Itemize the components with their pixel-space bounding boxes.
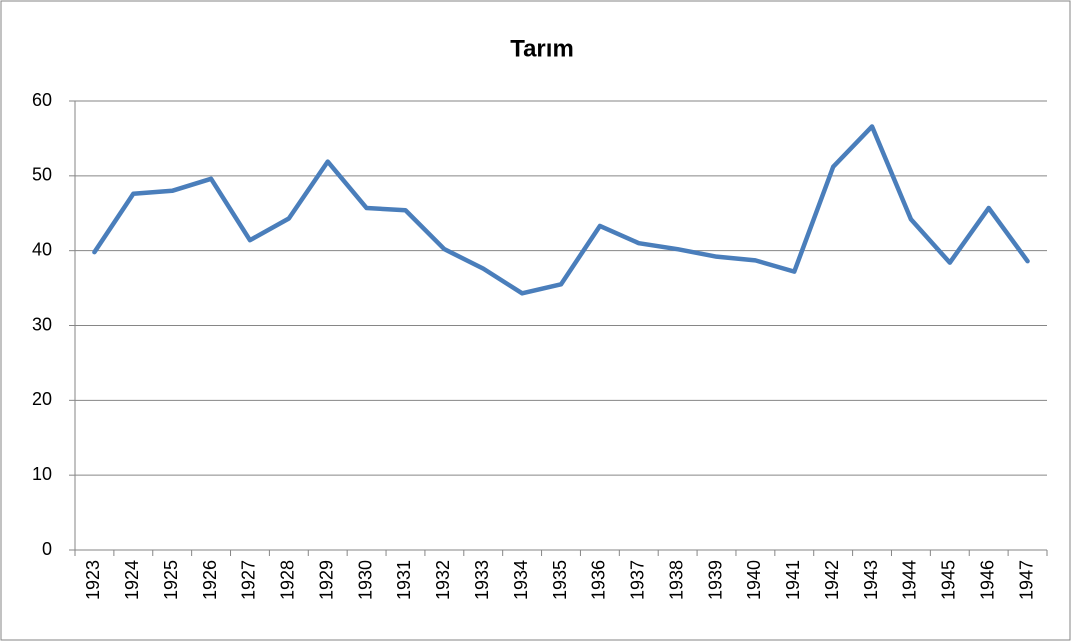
- x-tick-label: 1942: [822, 560, 842, 600]
- x-tick-label: 1933: [472, 560, 492, 600]
- y-tick-label: 30: [32, 314, 52, 334]
- x-tick-label: 1944: [900, 560, 920, 600]
- y-tick-label: 50: [32, 165, 52, 185]
- x-tick-label: 1925: [161, 560, 181, 600]
- x-tick-label: 1947: [1016, 560, 1036, 600]
- x-tick-label: 1936: [589, 560, 609, 600]
- x-tick-label: 1927: [239, 560, 259, 600]
- x-tick-label: 1937: [628, 560, 648, 600]
- x-tick-label: 1929: [316, 560, 336, 600]
- x-tick-label: 1926: [200, 560, 220, 600]
- x-tick-label: 1923: [83, 560, 103, 600]
- y-tick-label: 60: [32, 90, 52, 110]
- x-tick-label: 1931: [394, 560, 414, 600]
- x-tick-label: 1939: [705, 560, 725, 600]
- x-tick-label: 1928: [278, 560, 298, 600]
- x-tick-label: 1945: [939, 560, 959, 600]
- y-tick-label: 20: [32, 389, 52, 409]
- y-tick-label: 10: [32, 464, 52, 484]
- x-tick-label: 1940: [744, 560, 764, 600]
- x-tick-label: 1924: [122, 560, 142, 600]
- x-tick-label: 1935: [550, 560, 570, 600]
- x-tick-label: 1930: [355, 560, 375, 600]
- y-tick-label: 40: [32, 239, 52, 259]
- data-line: [92, 124, 1030, 296]
- x-tick-label: 1941: [783, 560, 803, 600]
- y-tick-label: 0: [42, 539, 52, 559]
- x-tick-label: 1938: [666, 560, 686, 600]
- x-tick-label: 1943: [861, 560, 881, 600]
- chart-title: Tarım: [510, 35, 574, 62]
- x-tick-label: 1932: [433, 560, 453, 600]
- x-tick-label: 1946: [977, 560, 997, 600]
- x-tick-label: 1934: [511, 560, 531, 600]
